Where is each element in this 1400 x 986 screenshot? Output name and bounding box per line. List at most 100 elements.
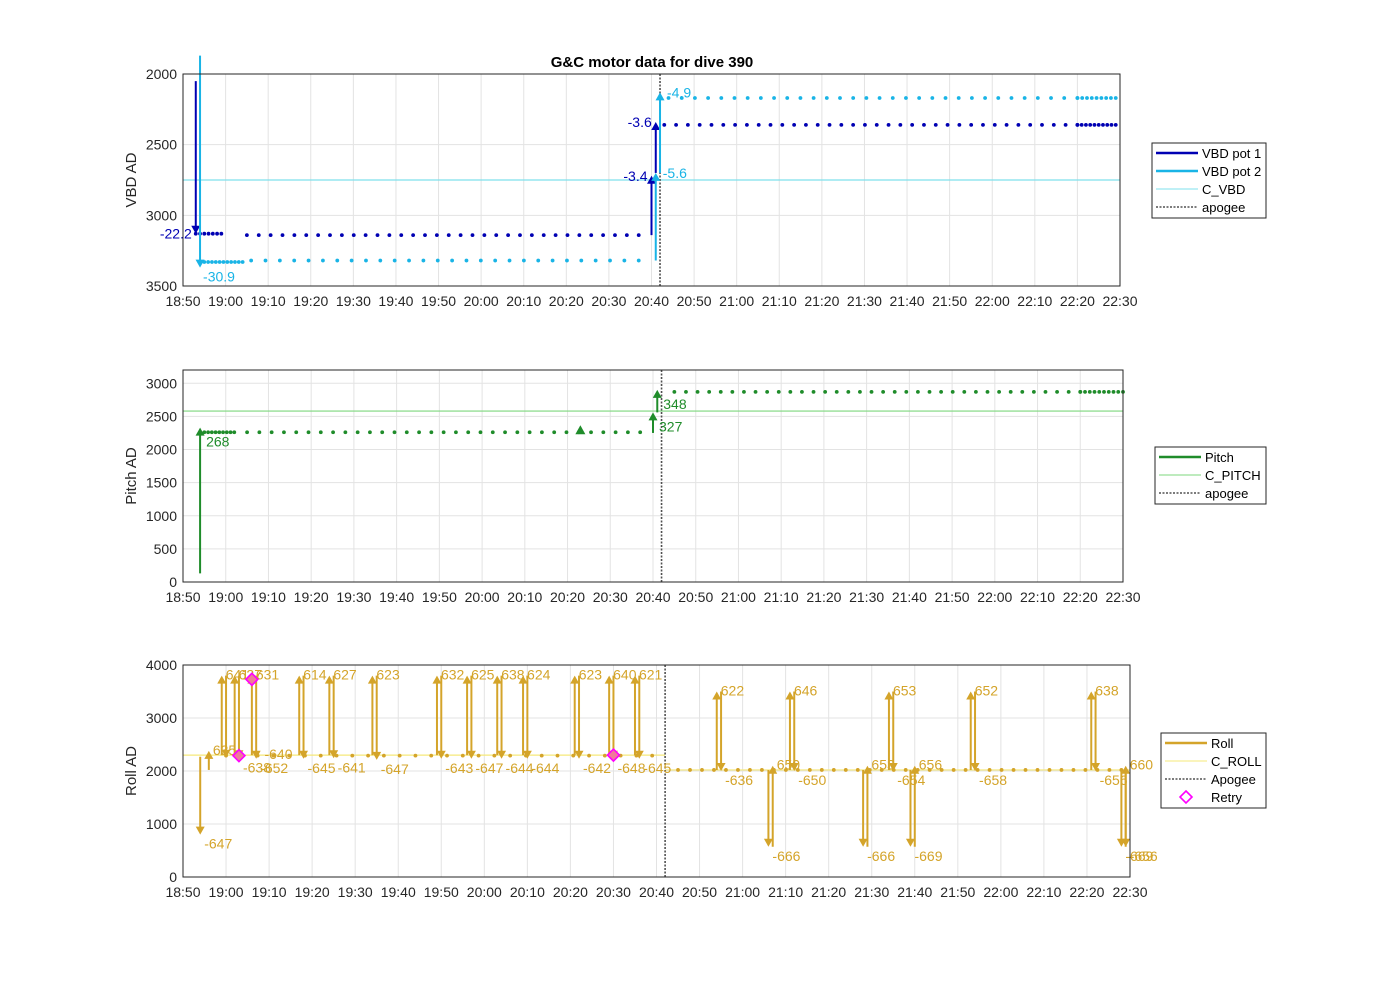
x-tick-label: 21:40 (890, 293, 925, 309)
legend-label: VBD pot 2 (1202, 164, 1261, 179)
data-point (206, 231, 211, 236)
arrow-head (217, 675, 227, 684)
data-point (256, 233, 261, 238)
data-point (1105, 122, 1110, 127)
data-point (736, 768, 740, 772)
arrow-head (862, 765, 872, 774)
arrow-head (910, 765, 920, 774)
x-tick-label: 19:00 (209, 884, 244, 900)
change-label: 623 (579, 667, 603, 683)
x-tick-label: 20:40 (635, 589, 670, 605)
data-point (904, 389, 909, 394)
x-tick-label: 20:40 (639, 884, 674, 900)
arrow-head (655, 92, 665, 101)
data-point (927, 389, 932, 394)
data-point (981, 122, 985, 127)
change-label: 624 (527, 667, 551, 683)
change-label: -647 (381, 761, 409, 777)
data-point (636, 233, 641, 238)
arrow-head (462, 675, 472, 684)
arrow-head (230, 675, 240, 684)
x-tick-label: 19:50 (422, 589, 457, 605)
data-point (709, 122, 714, 127)
data-point (482, 233, 487, 238)
data-point (1051, 122, 1056, 127)
change-label: -647 (204, 836, 232, 852)
change-label: -647 (475, 760, 503, 776)
data-point (963, 768, 968, 772)
data-point (877, 96, 882, 100)
data-point (292, 233, 297, 238)
data-point (429, 430, 434, 435)
data-point (271, 753, 276, 758)
data-point (306, 258, 311, 263)
data-point (1062, 96, 1067, 100)
data-point (636, 258, 641, 263)
data-point (282, 430, 286, 435)
data-point (824, 96, 829, 100)
legend-label: VBD pot 1 (1202, 146, 1261, 161)
legend-box (1151, 142, 1267, 219)
arrow-head (195, 259, 205, 268)
data-point (798, 96, 803, 100)
data-point (244, 233, 249, 238)
change-label: -644 (531, 760, 559, 776)
x-tick-label: 22:00 (983, 884, 1018, 900)
data-point (685, 122, 690, 127)
arrow-head (251, 750, 261, 759)
change-label: -638 (243, 759, 271, 775)
data-point (1096, 122, 1101, 127)
data-point (1028, 122, 1033, 127)
data-point (1116, 389, 1121, 394)
data-point (1047, 768, 1052, 772)
data-point (969, 122, 974, 127)
data-point (589, 430, 593, 435)
axes-box (182, 369, 1124, 583)
x-tick-label: 21:50 (935, 589, 970, 605)
x-tick-label: 19:10 (251, 293, 286, 309)
data-point (565, 258, 569, 263)
data-point (792, 122, 797, 127)
data-point (851, 96, 856, 100)
x-tick-label: 22:10 (1020, 589, 1055, 605)
arrow-head (888, 763, 898, 771)
arrow-head (324, 675, 334, 684)
data-point (733, 122, 737, 127)
data-point (695, 389, 700, 394)
data-point (890, 96, 895, 100)
data-point (434, 233, 439, 238)
data-point (450, 258, 455, 263)
data-point (804, 122, 808, 127)
vbd-panel: 18:50 19:00 19:10 19:20 19:30 19:40 19:50 20:00… (123, 55, 1267, 309)
data-point (245, 430, 249, 435)
data-point (454, 430, 458, 435)
change-label: -666 (772, 848, 800, 864)
data-point (903, 768, 908, 772)
data-point (375, 233, 380, 238)
x-tick-label: 20:10 (510, 884, 545, 900)
retry-marker (231, 748, 247, 763)
arrow-head (1121, 765, 1131, 774)
x-tick-label: 19:00 (208, 589, 243, 605)
x-tick-label: 21:00 (721, 589, 756, 605)
data-point (1079, 122, 1084, 127)
data-point (927, 768, 932, 772)
pitch-panel: 18:50 19:00 19:10 19:20 19:30 19:40 19:50 20:00… (123, 369, 1267, 605)
data-point (892, 389, 897, 394)
data-point (679, 96, 684, 100)
data-point (219, 231, 224, 236)
data-point (224, 430, 229, 435)
legend: Roll C_ROLL Apogee Retry (1160, 732, 1267, 809)
data-point (494, 233, 499, 238)
data-point (521, 258, 526, 263)
x-tick-label: 20:30 (591, 293, 626, 309)
data-point (1035, 96, 1040, 100)
x-tick-label: 21:40 (897, 884, 932, 900)
data-point (1097, 389, 1102, 394)
x-tick-label: 18:50 (165, 293, 200, 309)
y-tick-label: 0 (169, 574, 177, 590)
data-point (788, 389, 793, 394)
arrow-head (221, 749, 231, 758)
data-point (697, 122, 702, 127)
